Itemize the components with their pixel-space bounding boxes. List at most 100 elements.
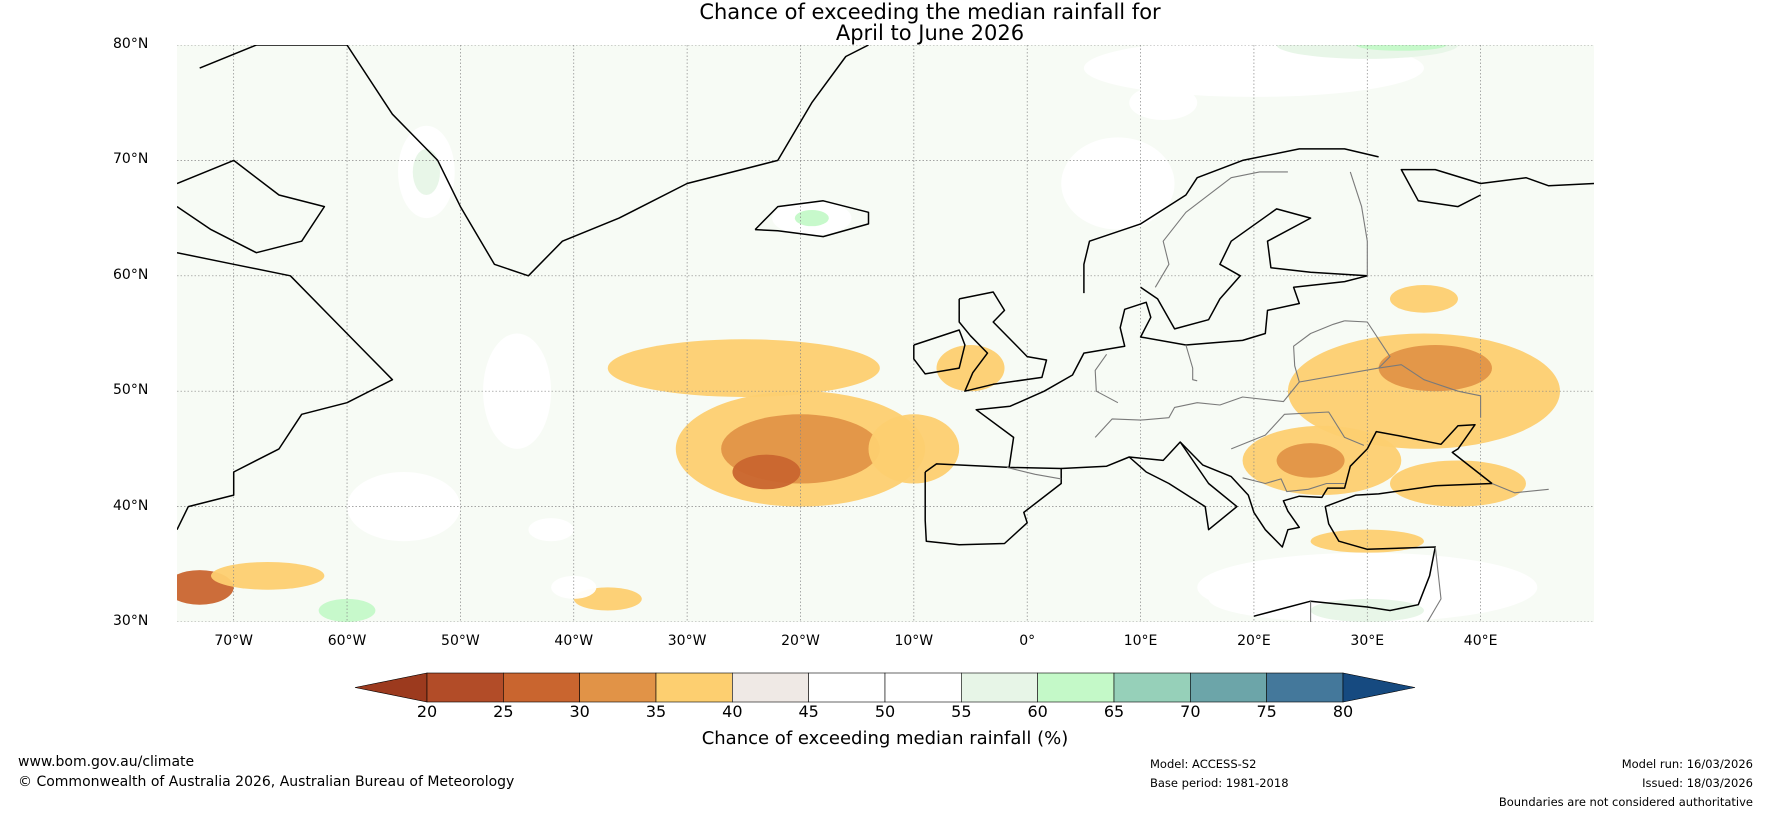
lon-label-20: 20°E	[1237, 633, 1271, 649]
coastline-9	[1083, 148, 1379, 294]
colorbar-segment-60	[1037, 672, 1115, 703]
colorbar-tick-35: 35	[645, 702, 667, 721]
lon-label--10: 10°W	[894, 633, 934, 649]
border-10	[1426, 546, 1442, 622]
footer-base-period: Base period: 1981-2018	[1150, 776, 1289, 790]
border-7	[1344, 320, 1391, 369]
probability-region-28	[318, 598, 376, 622]
lon-label-40: 40°E	[1463, 633, 1498, 649]
colorbar-segment-65	[1113, 672, 1191, 703]
coastline-1	[177, 159, 326, 254]
border-12	[1491, 482, 1549, 494]
probability-region-29	[528, 518, 574, 542]
lat-label-70: 70°N	[113, 151, 149, 168]
colorbar	[354, 672, 1416, 703]
probability-region-25	[412, 148, 440, 196]
probability-region-22	[1129, 85, 1198, 121]
footer-copyright: © Commonwealth of Australia 2026, Austra…	[18, 774, 515, 790]
colorbar-segment-75	[1266, 672, 1344, 703]
probability-region-21	[1355, 45, 1447, 51]
probability-region-23	[1061, 137, 1175, 230]
colorbar-segment-35	[655, 672, 733, 703]
probability-region-15	[1310, 529, 1424, 553]
lon-label--70: 70°W	[214, 633, 253, 649]
colorbar-tick-60: 60	[1027, 702, 1048, 721]
colorbar-segment-50	[884, 672, 962, 703]
colorbar-extend-low	[354, 672, 428, 703]
coastline-11	[1179, 423, 1493, 617]
border-9	[1154, 171, 1288, 288]
coastline-6	[924, 463, 1062, 546]
colorbar-segment-20	[426, 672, 504, 703]
colorbar-tick-55: 55	[951, 702, 972, 721]
lon-label--50: 50°W	[441, 633, 480, 649]
colorbar-tick-30: 30	[569, 702, 590, 721]
coastline-8	[975, 275, 1368, 468]
map-title-line-2: April to June 2026	[835, 21, 1025, 45]
lat-label-80: 80°N	[113, 36, 149, 52]
probability-region-30	[551, 575, 597, 599]
lon-label-30: 30°E	[1350, 633, 1385, 649]
colorbar-tick-75: 75	[1256, 702, 1277, 721]
lon-label--30: 30°W	[667, 633, 707, 649]
colorbar-segment-25	[503, 672, 580, 703]
border-1	[1094, 320, 1345, 438]
footer-issued: Issued: 18/03/2026	[1642, 776, 1753, 790]
colorbar-tick-45: 45	[798, 702, 819, 721]
colorbar-label: Chance of exceeding median rainfall (%)	[701, 728, 1069, 749]
colorbar-segment-40	[732, 672, 809, 703]
colorbar-segment-70	[1190, 672, 1267, 703]
graticule	[177, 45, 1594, 622]
probability-region-2	[732, 454, 801, 490]
border-2	[1094, 353, 1119, 404]
colorbar-segment-55	[961, 672, 1038, 703]
map-title-line-1: Chance of exceeding the median rainfall …	[699, 0, 1161, 24]
probability-region-27	[794, 210, 829, 227]
border-8	[1349, 171, 1368, 276]
coastline-0	[199, 45, 869, 277]
border-3	[1185, 344, 1198, 382]
border-4	[1230, 411, 1365, 450]
colorbar-tick-25: 25	[493, 702, 514, 721]
colorbar-tick-20: 20	[416, 702, 438, 721]
coastline-10	[1140, 208, 1368, 330]
lon-label-10: 10°E	[1123, 633, 1158, 649]
colorbar-tick-40: 40	[722, 702, 743, 721]
country-borders	[1006, 171, 1549, 622]
colorbar-tick-50: 50	[874, 702, 896, 721]
lon-label--20: 20°W	[781, 633, 820, 649]
probability-region-11	[1389, 285, 1458, 313]
lon-label--40: 40°W	[554, 633, 594, 649]
border-5	[1242, 477, 1345, 493]
footer-boundaries-note: Boundaries are not considered authoritat…	[1498, 795, 1753, 809]
probability-region-3	[607, 339, 880, 397]
colorbar-tick-65: 65	[1103, 702, 1125, 721]
lat-label-30: 30°N	[113, 613, 149, 629]
lat-label-50: 50°N	[113, 382, 149, 399]
footer-url[interactable]: www.bom.gov.au/climate	[18, 754, 195, 770]
probability-region-9	[1389, 460, 1526, 507]
border-0	[1006, 466, 1062, 480]
lon-label--60: 60°W	[327, 633, 367, 649]
footer-model: Model: ACCESS-S2	[1150, 757, 1257, 771]
probability-region-32	[347, 471, 461, 542]
probability-region-10	[936, 345, 1005, 392]
footer-model-run: Model run: 16/03/2026	[1621, 757, 1753, 771]
probability-region-13	[211, 561, 325, 590]
lat-label-60: 60°N	[113, 266, 149, 283]
probability-region-8	[1276, 443, 1345, 478]
lat-label-40: 40°N	[113, 497, 149, 514]
coastline-5	[913, 329, 966, 375]
colorbar-extend-high	[1342, 672, 1416, 703]
lon-label-0: 0°	[1019, 633, 1036, 649]
coastline-2	[177, 251, 394, 531]
coastline-7	[1061, 441, 1238, 531]
colorbar-segment-30	[579, 672, 657, 703]
probability-region-6	[1378, 345, 1492, 392]
coastline-3	[754, 200, 870, 238]
colorbar-tick-70: 70	[1180, 702, 1201, 721]
coastline-4	[958, 291, 1048, 392]
colorbar-segment-45	[808, 672, 886, 703]
coastline-12	[1400, 168, 1594, 208]
